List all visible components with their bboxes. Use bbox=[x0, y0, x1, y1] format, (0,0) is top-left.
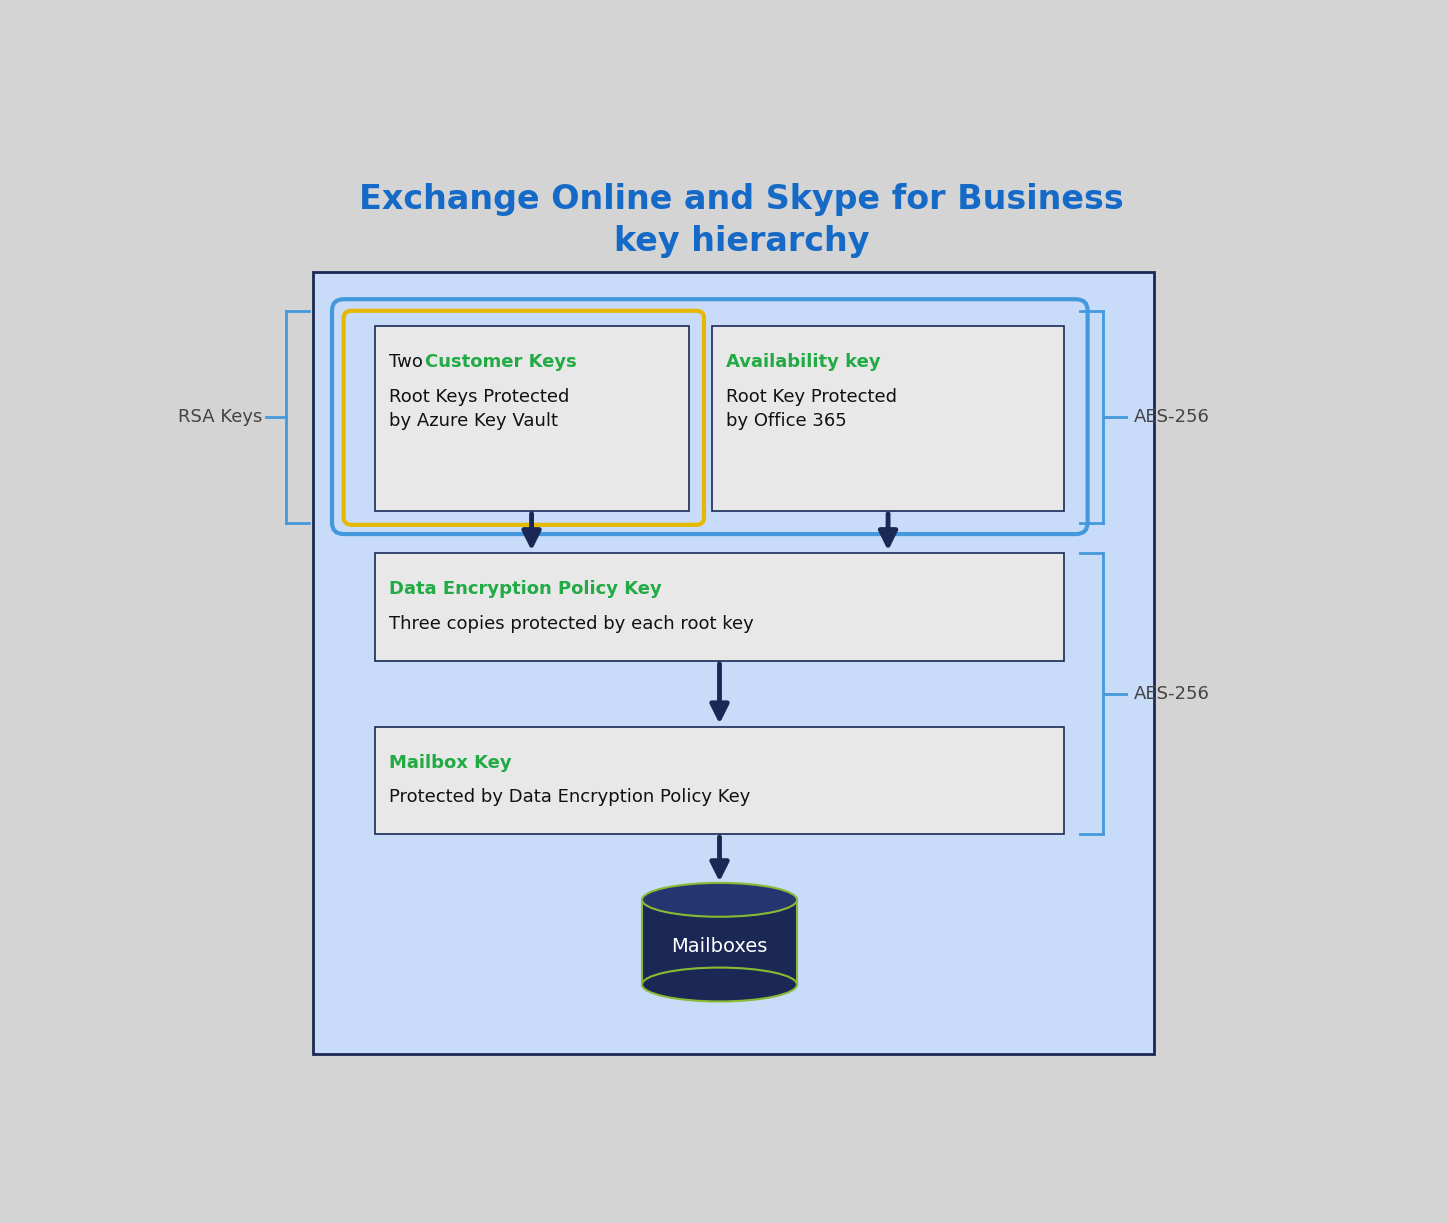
Text: AES-256: AES-256 bbox=[1134, 407, 1210, 426]
Text: AES-256: AES-256 bbox=[1134, 685, 1210, 703]
Text: Customer Keys: Customer Keys bbox=[425, 353, 577, 371]
Text: Availability key: Availability key bbox=[726, 353, 880, 371]
Text: key hierarchy: key hierarchy bbox=[614, 225, 870, 258]
Text: Two: Two bbox=[389, 353, 428, 371]
Text: Root Keys Protected
by Azure Key Vault: Root Keys Protected by Azure Key Vault bbox=[389, 388, 569, 430]
Text: Mailbox Key: Mailbox Key bbox=[389, 753, 511, 772]
FancyBboxPatch shape bbox=[375, 726, 1065, 834]
Text: Mailboxes: Mailboxes bbox=[671, 937, 768, 955]
Text: RSA Keys: RSA Keys bbox=[178, 407, 262, 426]
FancyBboxPatch shape bbox=[375, 327, 689, 511]
Text: Exchange Online and Skype for Business: Exchange Online and Skype for Business bbox=[359, 182, 1124, 215]
FancyBboxPatch shape bbox=[712, 327, 1065, 511]
FancyBboxPatch shape bbox=[375, 553, 1065, 662]
FancyBboxPatch shape bbox=[313, 273, 1153, 1054]
Ellipse shape bbox=[642, 967, 797, 1002]
Text: Protected by Data Encryption Policy Key: Protected by Data Encryption Policy Key bbox=[389, 788, 750, 806]
Text: Data Encryption Policy Key: Data Encryption Policy Key bbox=[389, 580, 661, 598]
Text: Three copies protected by each root key: Three copies protected by each root key bbox=[389, 615, 754, 634]
Text: Root Key Protected
by Office 365: Root Key Protected by Office 365 bbox=[726, 388, 897, 430]
Ellipse shape bbox=[642, 883, 797, 917]
Bar bbox=[642, 900, 797, 985]
